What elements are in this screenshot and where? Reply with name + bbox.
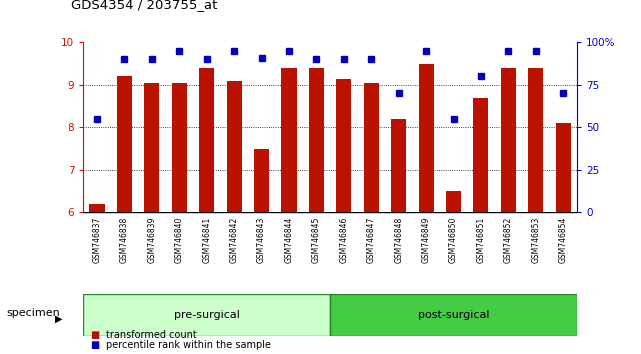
Bar: [144, 83, 160, 212]
Bar: [330, 294, 577, 336]
Text: GDS4354 / 203755_at: GDS4354 / 203755_at: [71, 0, 217, 11]
Bar: [337, 79, 351, 212]
Text: pre-surgical: pre-surgical: [174, 310, 240, 320]
Bar: [309, 68, 324, 212]
Text: GSM746847: GSM746847: [367, 216, 376, 263]
Bar: [419, 64, 433, 212]
Text: GSM746852: GSM746852: [504, 216, 513, 263]
Text: GSM746840: GSM746840: [175, 216, 184, 263]
Bar: [446, 191, 461, 212]
Bar: [172, 83, 187, 212]
Bar: [254, 149, 269, 212]
Bar: [501, 68, 516, 212]
Text: GSM746839: GSM746839: [147, 216, 156, 263]
Text: ■: ■: [90, 341, 99, 350]
Text: GSM746842: GSM746842: [229, 216, 238, 263]
Bar: [528, 68, 544, 212]
Text: ■: ■: [90, 330, 99, 340]
Bar: [227, 81, 242, 212]
Text: GSM746850: GSM746850: [449, 216, 458, 263]
Text: GSM746851: GSM746851: [476, 216, 485, 263]
Bar: [117, 76, 132, 212]
Text: GSM746854: GSM746854: [559, 216, 568, 263]
Bar: [556, 123, 570, 212]
Bar: [474, 98, 488, 212]
Text: GSM746846: GSM746846: [339, 216, 348, 263]
Bar: [363, 83, 379, 212]
Bar: [391, 119, 406, 212]
Text: GSM746841: GSM746841: [202, 216, 212, 263]
Bar: [281, 68, 297, 212]
Text: post-surgical: post-surgical: [418, 310, 489, 320]
Text: specimen: specimen: [6, 308, 60, 318]
Text: percentile rank within the sample: percentile rank within the sample: [106, 341, 271, 350]
Text: GSM746838: GSM746838: [120, 216, 129, 263]
Bar: [83, 294, 330, 336]
Text: GSM746849: GSM746849: [422, 216, 431, 263]
Text: GSM746845: GSM746845: [312, 216, 321, 263]
Bar: [199, 68, 214, 212]
Text: ▶: ▶: [54, 313, 62, 324]
Text: transformed count: transformed count: [106, 330, 197, 340]
Text: GSM746853: GSM746853: [531, 216, 540, 263]
Text: GSM746843: GSM746843: [257, 216, 266, 263]
Text: GSM746837: GSM746837: [92, 216, 101, 263]
Text: GSM746848: GSM746848: [394, 216, 403, 263]
Bar: [90, 204, 104, 212]
Text: GSM746844: GSM746844: [285, 216, 294, 263]
